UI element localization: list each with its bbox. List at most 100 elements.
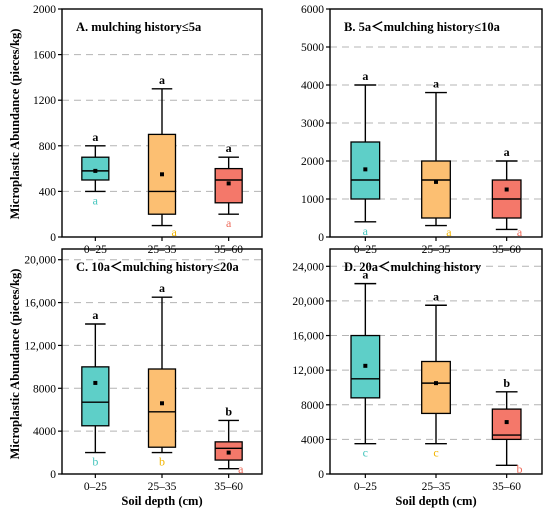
- box-2: aa: [421, 77, 452, 239]
- mean-marker: [504, 187, 509, 192]
- plot-frame: [61, 248, 263, 475]
- x-tick-label: 35–60: [492, 481, 521, 493]
- significance-letter-top: a: [159, 281, 165, 295]
- significance-letter-top: a: [362, 268, 368, 282]
- significance-letter-bottom: b: [92, 455, 98, 469]
- box-1: ac: [350, 268, 381, 460]
- mean-marker: [160, 172, 164, 177]
- significance-letter-top: a: [92, 130, 98, 144]
- significance-letter-bottom: a: [93, 193, 99, 207]
- y-tick-label: 1000: [301, 194, 324, 206]
- significance-letter-top: b: [225, 404, 232, 418]
- significance-letter-bottom: b: [517, 462, 523, 476]
- box-2: ab: [147, 281, 177, 469]
- y-tick-label: 4000: [33, 426, 56, 438]
- panel-title: D. 20a＜mulching history: [344, 260, 482, 274]
- significance-letter-bottom: a: [446, 225, 452, 239]
- x-tick-label: 25–35: [422, 481, 451, 493]
- box-iqr: [81, 366, 110, 427]
- box-3: ba: [214, 404, 244, 476]
- y-tick-label: 24,000: [292, 261, 324, 273]
- y-tick-label: 20,000: [292, 296, 324, 308]
- significance-letter-top: a: [92, 308, 98, 322]
- y-axis-label-bottom: Microplastic Abundance (pieces/kg): [8, 269, 22, 460]
- plot-frame: [329, 248, 543, 475]
- x-tick-label: 25–35: [148, 244, 177, 256]
- y-axis-label-top: Microplastic Abundance (pieces/kg): [8, 29, 22, 220]
- significance-letter-top: a: [159, 73, 165, 87]
- significance-letter-bottom: a: [171, 225, 177, 239]
- mean-marker: [504, 420, 509, 425]
- significance-letter-top: a: [433, 289, 439, 303]
- significance-letter-top: b: [503, 376, 510, 390]
- y-tick-label: 0: [50, 469, 56, 481]
- box-3: aa: [491, 145, 523, 239]
- box-2: aa: [147, 73, 177, 239]
- x-tick-label: 35–60: [214, 481, 243, 493]
- x-axis-label-left: Soil depth (cm): [121, 494, 202, 508]
- significance-letter-bottom: a: [363, 224, 369, 238]
- significance-letter-bottom: a: [517, 225, 523, 239]
- plot-frame: [61, 8, 263, 238]
- y-tick-label: 800: [39, 141, 57, 153]
- significance-letter-top: a: [433, 77, 439, 91]
- y-tick-label: 2000: [301, 156, 324, 168]
- y-tick-label: 1600: [33, 50, 56, 62]
- plot-frame: [329, 8, 543, 238]
- box-1: aa: [81, 130, 110, 207]
- panel-title: A. mulching history≤5a: [76, 20, 202, 34]
- mean-marker: [160, 401, 164, 406]
- significance-letter-bottom: b: [159, 455, 165, 469]
- box-3: bb: [491, 376, 523, 476]
- mean-marker: [226, 450, 231, 455]
- y-tick-label: 0: [318, 232, 324, 244]
- x-tick-label: 0–25: [354, 244, 377, 256]
- panel-c: 0 4000 8000 12,000 16,000 20,000 0–25 25–35 35–6…: [24, 248, 263, 493]
- x-tick-label: 25–35: [148, 481, 177, 493]
- significance-letter-bottom: c: [433, 446, 438, 460]
- x-axis-label-right: Soil depth (cm): [395, 494, 476, 508]
- x-tick-label: 0–25: [354, 481, 377, 493]
- mean-marker: [434, 381, 438, 386]
- panel-d: 0 4000 8000 12,000 16,000 20,000 24,000 0–25 25–…: [292, 248, 543, 493]
- box-2: ac: [421, 289, 451, 460]
- y-tick-label: 5000: [301, 42, 324, 54]
- y-tick-label: 6000: [301, 4, 324, 16]
- box-iqr: [421, 160, 451, 219]
- significance-letter-bottom: c: [363, 446, 368, 460]
- y-tick-label: 1200: [33, 95, 56, 107]
- y-tick-label: 4000: [301, 80, 324, 92]
- panel-b: 0 1000 2000 3000 4000 5000 6000 0–25 25–35 35–60 a…: [301, 4, 543, 256]
- box-iqr: [81, 156, 110, 181]
- y-tick-label: 8000: [301, 400, 324, 412]
- significance-letter-top: a: [504, 145, 510, 159]
- y-tick-label: 16,000: [292, 331, 324, 343]
- panel-title: B. 5a＜mulching history≤10a: [344, 20, 501, 34]
- x-tick-label: 35–60: [492, 244, 521, 256]
- y-tick-label: 8000: [33, 383, 56, 395]
- box-1: aa: [350, 69, 381, 238]
- box-iqr: [147, 368, 177, 448]
- x-tick-label: 25–35: [422, 244, 451, 256]
- mean-marker: [93, 380, 98, 385]
- box-iqr: [214, 167, 243, 204]
- y-tick-label: 4000: [301, 434, 324, 446]
- y-tick-label: 0: [318, 469, 324, 481]
- mean-marker: [363, 363, 368, 368]
- significance-letter-bottom: a: [238, 462, 244, 476]
- y-tick-label: 400: [39, 186, 57, 198]
- y-tick-label: 20,000: [24, 255, 56, 267]
- significance-letter-top: a: [226, 141, 232, 155]
- x-tick-label: 0–25: [84, 481, 107, 493]
- mean-marker: [363, 167, 368, 172]
- significance-letter-bottom: a: [226, 216, 232, 230]
- x-tick-label: 35–60: [214, 244, 243, 256]
- mean-marker: [226, 181, 231, 186]
- mean-marker: [93, 168, 98, 173]
- panel-title: C. 10a＜mulching history≤20a: [76, 260, 240, 274]
- mean-marker: [434, 179, 438, 184]
- y-tick-label: 12,000: [292, 365, 324, 377]
- x-tick-label: 0–25: [84, 244, 107, 256]
